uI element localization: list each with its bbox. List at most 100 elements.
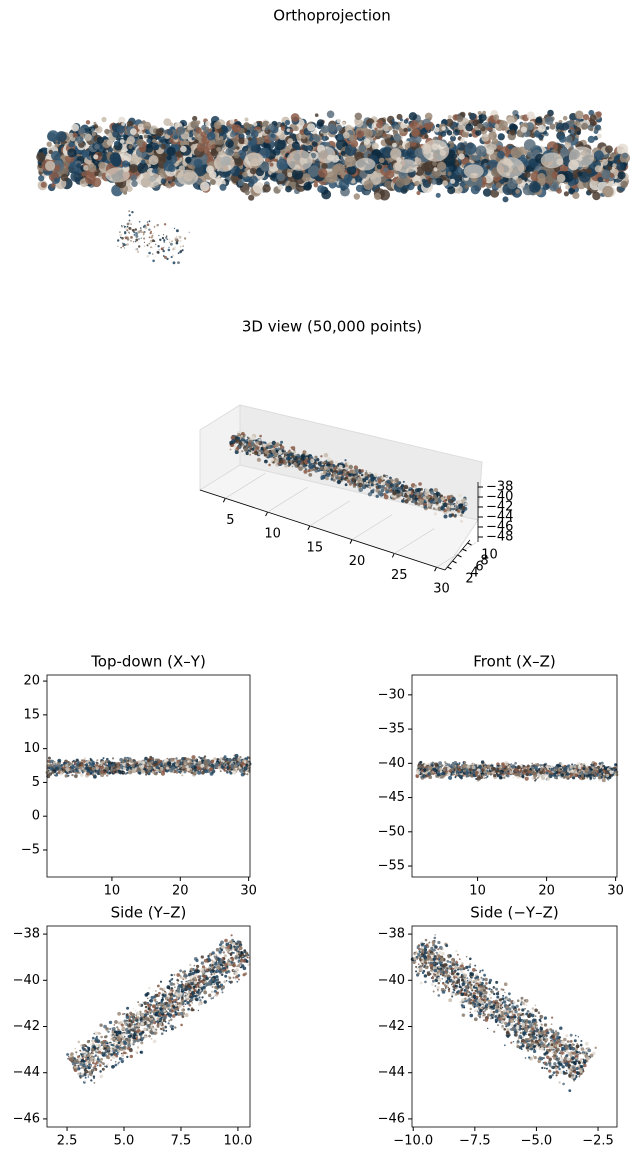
point xyxy=(317,461,322,466)
point xyxy=(143,245,146,247)
point xyxy=(180,145,187,153)
point xyxy=(556,188,562,194)
point xyxy=(403,484,409,490)
point xyxy=(620,180,628,189)
point xyxy=(397,486,401,490)
point xyxy=(363,138,370,145)
point xyxy=(570,129,575,134)
point xyxy=(389,476,392,480)
point xyxy=(344,155,356,168)
point xyxy=(139,123,143,128)
point xyxy=(109,152,121,164)
point xyxy=(209,179,216,185)
point xyxy=(201,124,207,131)
point xyxy=(138,221,141,223)
point xyxy=(143,134,148,139)
point xyxy=(238,137,245,145)
rock xyxy=(105,167,130,183)
point xyxy=(47,130,59,142)
point xyxy=(389,489,393,493)
point xyxy=(364,190,371,196)
point xyxy=(267,123,275,131)
point xyxy=(244,454,246,456)
point xyxy=(365,480,369,483)
point xyxy=(185,156,192,164)
point xyxy=(258,442,261,445)
point xyxy=(152,259,155,263)
point xyxy=(293,456,296,458)
point xyxy=(448,165,454,171)
point xyxy=(130,223,132,225)
point xyxy=(435,192,441,198)
point xyxy=(597,176,603,183)
point xyxy=(286,128,291,132)
point xyxy=(376,164,382,170)
point xyxy=(411,128,421,137)
point xyxy=(407,493,409,496)
point xyxy=(402,480,405,483)
point xyxy=(454,513,457,517)
point xyxy=(148,251,151,255)
point xyxy=(51,150,61,161)
point xyxy=(589,127,594,132)
point xyxy=(261,452,263,455)
point xyxy=(148,228,151,231)
point xyxy=(326,110,335,119)
point xyxy=(441,118,448,125)
point xyxy=(126,136,135,145)
point xyxy=(601,169,612,180)
point xyxy=(183,237,187,240)
point xyxy=(447,171,452,176)
point xyxy=(144,226,148,230)
point xyxy=(150,230,153,233)
point xyxy=(238,441,243,446)
point xyxy=(411,499,416,504)
point xyxy=(138,245,141,248)
point xyxy=(140,237,142,239)
point xyxy=(155,243,157,246)
point xyxy=(423,496,427,500)
point xyxy=(213,121,222,129)
point xyxy=(137,230,139,233)
point xyxy=(130,174,138,182)
point xyxy=(310,458,315,463)
point xyxy=(298,466,303,471)
ortho-title: Orthoprojection xyxy=(273,7,390,25)
point xyxy=(509,129,516,136)
point xyxy=(219,183,227,191)
point xyxy=(277,456,280,458)
point xyxy=(117,245,119,247)
view3d-title: 3D view (50,000 points) xyxy=(242,318,422,336)
point xyxy=(386,475,388,478)
point xyxy=(440,496,445,501)
point xyxy=(130,154,139,162)
point xyxy=(373,481,377,485)
point xyxy=(126,222,130,226)
point xyxy=(526,151,533,158)
point xyxy=(358,468,362,472)
point xyxy=(90,128,95,132)
point xyxy=(354,475,357,478)
point xyxy=(409,136,416,143)
point xyxy=(358,482,363,488)
point xyxy=(229,119,235,125)
point xyxy=(168,238,171,241)
point xyxy=(54,143,59,148)
point xyxy=(98,161,106,169)
point xyxy=(262,443,267,448)
point xyxy=(602,185,614,198)
point xyxy=(382,133,387,137)
point xyxy=(274,452,279,457)
point xyxy=(442,180,448,187)
point xyxy=(352,484,356,488)
point xyxy=(344,459,347,462)
point xyxy=(231,439,236,444)
point xyxy=(281,122,285,126)
point xyxy=(563,191,570,197)
point xyxy=(298,125,304,130)
point xyxy=(494,123,500,129)
point xyxy=(93,154,99,160)
point xyxy=(272,445,276,449)
point xyxy=(177,126,186,135)
point xyxy=(247,137,252,142)
